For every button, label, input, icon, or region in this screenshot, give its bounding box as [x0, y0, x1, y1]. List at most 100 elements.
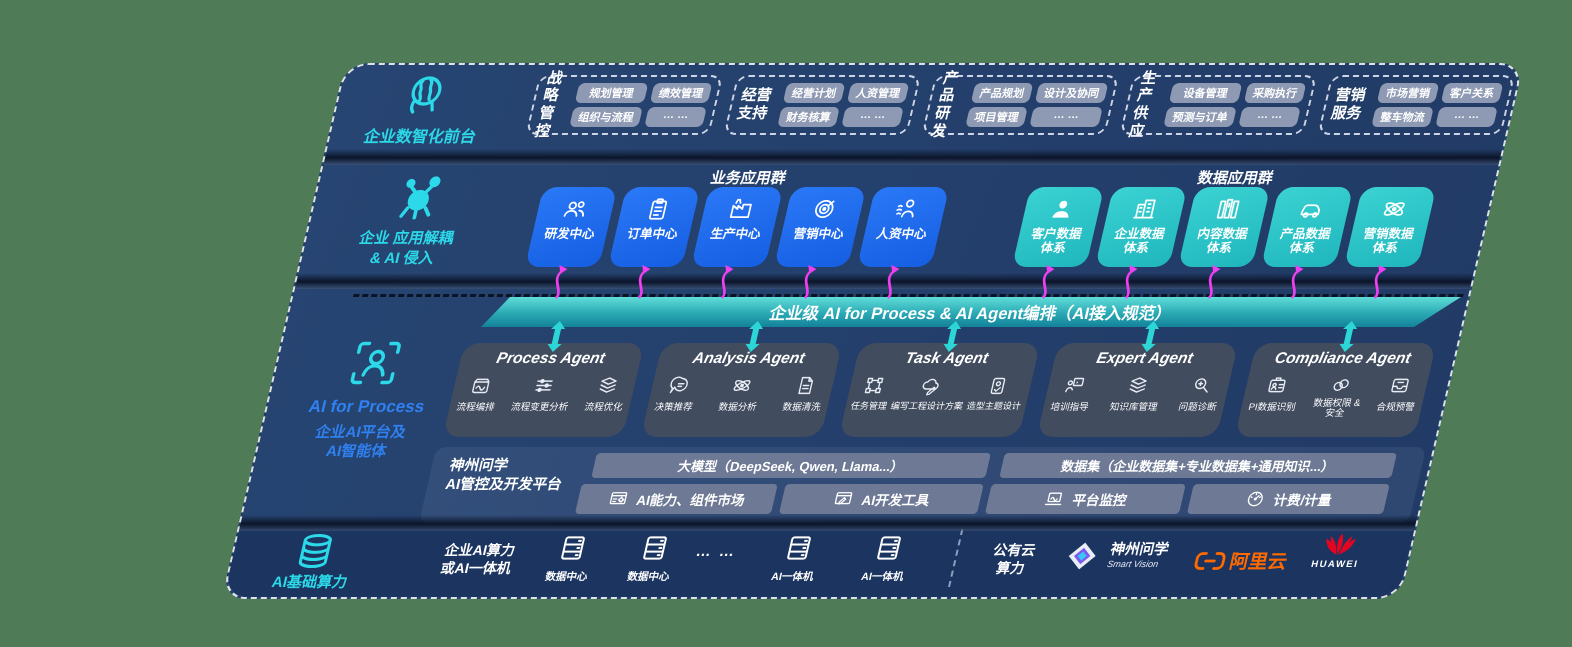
- node-label: 数据中心: [625, 571, 671, 583]
- target-icon: [808, 196, 840, 222]
- tile-label-l2: 体系: [1205, 241, 1234, 256]
- node-label: 数据中心: [543, 571, 589, 583]
- tile-marketing-center: 营销中心: [773, 187, 867, 267]
- band-separator: [323, 149, 1503, 165]
- chip: 采购执行: [1243, 83, 1307, 103]
- agent-item-label: PI数据识别: [1247, 402, 1297, 413]
- layers-icon: [596, 375, 622, 396]
- group-title: 战略管控: [533, 69, 565, 140]
- updown-arrow-icon: [1339, 321, 1358, 352]
- connector-arrow-icon: [803, 265, 817, 299]
- chip: 设计及协同: [1034, 83, 1109, 103]
- chip: 设备管理: [1168, 83, 1243, 103]
- aliyun-name: 阿里云: [1227, 552, 1290, 573]
- node-aibox-2: AI一体机: [843, 533, 931, 584]
- smartvision-sub: Smart Vision: [1106, 558, 1160, 569]
- tile-label-l1: 企业数据: [1112, 227, 1167, 241]
- group-operation: 经营支持 经营计划 人资管理 财务核算 … …: [723, 75, 922, 135]
- dataset-bar: 数据集（企业数据集+专业数据集+通用知识...）: [999, 453, 1397, 478]
- ai-platform-label-line1: 企业AI平台及: [313, 424, 408, 441]
- monitoring-bar: 平台监控: [984, 484, 1186, 514]
- chip: 客户关系: [1440, 83, 1504, 103]
- connector-arrow-icon: [886, 265, 900, 299]
- orchestration-banner: 企业级 AI for Process & AI Agent编排（AI接入规范）: [481, 297, 1461, 327]
- id-card-icon: [1264, 375, 1290, 396]
- chart-icon: [468, 375, 494, 396]
- updown-arrow-icon: [745, 321, 764, 352]
- agent-process: Process Agent 流程编排 流程变更分析 流程优化: [442, 343, 645, 437]
- connector-arrow-icon: [720, 265, 734, 299]
- updown-arrow-icon: [943, 321, 962, 352]
- node-label: AI一体机: [859, 571, 905, 583]
- chip: 规划管理: [574, 83, 649, 103]
- data-group-title: 数据应用群: [1195, 170, 1275, 187]
- tile-label: 研发中心: [542, 227, 597, 241]
- business-group-title: 业务应用群: [708, 170, 788, 187]
- link-icon: [1328, 375, 1354, 396]
- tile-label-l1: 营销数据: [1361, 227, 1416, 241]
- connector-arrow-icon: [1041, 265, 1055, 299]
- agent-item-label: 合规预警: [1375, 402, 1416, 413]
- user-icon: [1046, 196, 1078, 222]
- chip: … …: [644, 107, 707, 127]
- group-title: 生产供应: [1127, 69, 1159, 140]
- group-chips: 市场营销 客户关系 整车物流 … …: [1371, 83, 1504, 127]
- front-layer-label: 企业数智化前台: [361, 129, 478, 146]
- agent-expert: Expert Agent 培训指导 知识库管理 问题诊断: [1036, 343, 1239, 437]
- agent-compliance: Compliance Agent PI数据识别 数据权限 & 安全 合规预警: [1234, 343, 1437, 437]
- agent-item-label: 编写工程设计方案: [889, 401, 964, 411]
- agent-item-label: 培训指导: [1049, 402, 1090, 413]
- cloud-line2: 算力: [994, 560, 1027, 577]
- connector-arrow-icon: [1124, 265, 1138, 299]
- tile-label-l2: 体系: [1371, 241, 1400, 256]
- tile-label-l1: 内容数据: [1195, 227, 1250, 241]
- connector-arrow-icon: [1290, 265, 1304, 299]
- tablet-check-icon: [986, 375, 1012, 396]
- tile-customer-data: 客户数据 体系: [1011, 187, 1105, 267]
- tile-label-l2: 体系: [1122, 241, 1151, 256]
- tile-label-l2: 体系: [1039, 241, 1068, 256]
- chip: … …: [1435, 107, 1498, 127]
- group-chips: 产品规划 设计及协同 项目管理 … …: [965, 83, 1109, 127]
- model-bar: 大模型（DeepSeek, Qwen, Llama...）: [591, 453, 991, 478]
- group-marketing: 营销服务 市场营销 客户关系 整车物流 … …: [1317, 75, 1516, 135]
- app-layer-label-line1: 企业 应用解耦: [357, 230, 456, 247]
- building-icon: [1129, 196, 1161, 222]
- tool-label: 平台监控: [1070, 493, 1129, 508]
- chip: … …: [1029, 107, 1103, 127]
- smartvision-logo: 神州问学 Smart Vision: [1059, 537, 1172, 575]
- inbox-icon: [1388, 375, 1414, 396]
- layers-icon: [1126, 375, 1152, 396]
- server-icon: [555, 533, 592, 563]
- agent-item-label: 流程编排: [455, 402, 496, 413]
- server-icon: [781, 533, 818, 563]
- diagnose-icon: [1190, 375, 1216, 396]
- updown-arrow-icon: [1141, 321, 1160, 352]
- group-title: 产品研发: [929, 69, 961, 140]
- public-cloud-label: 公有云 算力: [966, 541, 1058, 577]
- chip: 预测与订单: [1163, 107, 1237, 127]
- tile-content-data: 内容数据 体系: [1177, 187, 1271, 267]
- agent-analysis: Analysis Agent 决策推荐 数据分析 数据清洗: [640, 343, 843, 437]
- window-pen-icon: [831, 489, 856, 509]
- connector-arrow-icon: [554, 265, 568, 299]
- node-datacenter-2: 数据中心: [609, 533, 697, 584]
- smartvision-diamond-icon: [1059, 537, 1106, 575]
- tile-marketing-data: 营销数据 体系: [1343, 187, 1437, 267]
- chip: 市场营销: [1376, 83, 1440, 103]
- connector-arrow-icon: [637, 265, 651, 299]
- server-icon: [871, 533, 908, 563]
- presenter-icon: [1062, 375, 1088, 396]
- chip: 经营计划: [782, 83, 846, 103]
- ai-capability-bar: AI能力、组件市场: [574, 484, 778, 514]
- infra-label: AI基础算力: [270, 574, 350, 591]
- node-label: AI一体机: [769, 571, 815, 583]
- cloud-line1: 公有云: [991, 542, 1038, 558]
- tile-hr-center: 人资中心: [856, 187, 950, 267]
- molecule-icon: [386, 171, 452, 225]
- tile-product-data: 产品数据 体系: [1260, 187, 1354, 267]
- tile-label: 营销中心: [791, 227, 846, 241]
- agent-item-label: 决策推荐: [653, 402, 694, 413]
- tool-label: AI能力、组件市场: [634, 493, 747, 508]
- group-title: 经营支持: [735, 87, 774, 122]
